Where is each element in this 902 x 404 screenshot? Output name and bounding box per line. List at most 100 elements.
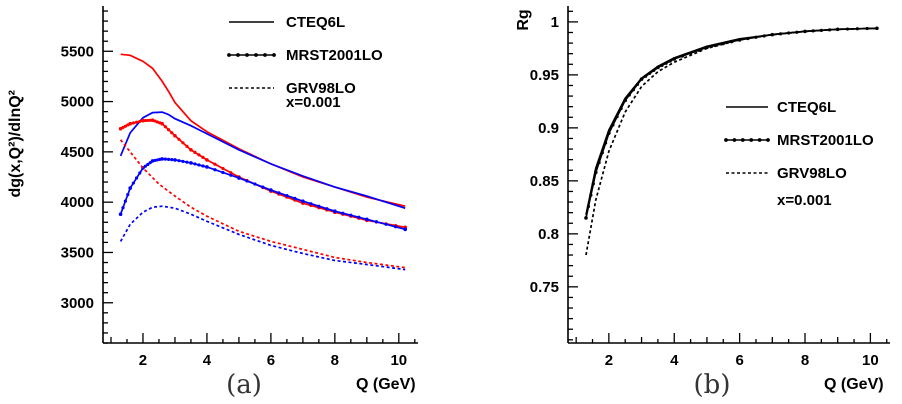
series-mrst2001lo-2-marker (146, 118, 150, 123)
series-mrst2001lo-1-marker (664, 61, 668, 65)
y-tick-label: 0.8 (538, 226, 559, 243)
series-mrst2001lo-1-marker (656, 65, 660, 70)
x-tick-label: 4 (670, 352, 679, 369)
legend-marker (732, 138, 737, 142)
series-mrst2001lo-3-marker (403, 227, 408, 232)
legend-label-mrst2001lo: MRST2001LO (286, 47, 383, 64)
series-mrst2001lo-3-marker (181, 159, 185, 164)
series-cteq6l-1-line (119, 111, 406, 210)
legend-marker (766, 138, 770, 142)
series-mrst2001lo-3-marker (253, 182, 257, 186)
legend-marker (263, 53, 267, 57)
series-mrst2001lo-3-marker (148, 161, 152, 165)
y-tick-label: 0.85 (530, 173, 559, 190)
series-mrst2001lo-1-marker (615, 115, 619, 119)
series-mrst2001lo-3-marker (160, 157, 164, 161)
series-mrst2001lo-1-marker (639, 77, 644, 81)
series-mrst2001lo-3-marker (155, 158, 159, 162)
series-mrst2001lo-2-marker (197, 153, 201, 157)
series-mrst2001lo-2-marker (131, 121, 135, 125)
y-tick-label: 3000 (61, 295, 94, 312)
legend-note: x=0.001 (777, 192, 832, 209)
chart-panel-b: 2 4 6 8 10 0.75 0.8 0.85 0.9 0.95 1 Q (GeV) Rg (b) CTE… (515, 6, 890, 400)
series-mrst2001lo-3-marker (213, 168, 217, 172)
series-mrst2001lo-1-marker (668, 59, 672, 63)
series-mrst2001lo-1-marker (835, 27, 840, 32)
y-tick-label: 5500 (61, 43, 94, 60)
legend-marker (740, 138, 745, 142)
series-mrst2001lo-2-marker (185, 144, 189, 148)
y-tick-label: 0.9 (538, 120, 559, 137)
series-mrst2001lo-2-marker (141, 118, 145, 123)
series-mrst2001lo-3-marker (325, 207, 329, 211)
series-mrst2001lo-3-marker (245, 179, 249, 183)
series-mrst2001lo-1-marker (603, 141, 608, 145)
series-mrst2001lo-2-marker (138, 119, 142, 124)
legend-label-cteq6l: CTEQ6L (286, 14, 345, 31)
series-mrst2001lo-3-marker (349, 213, 353, 217)
series-mrst2001lo-3-marker (237, 176, 241, 180)
series-mrst2001lo-1-marker (652, 68, 656, 72)
series-mrst2001lo-1-marker (688, 51, 693, 55)
series-mrst2001lo-1-marker (589, 193, 593, 197)
series-mrst2001lo-2-marker (166, 128, 171, 132)
series-grv98lo-2-line (585, 27, 877, 256)
legend-label-grv98lo: GRV98LO (286, 80, 356, 97)
legend-label-grv98lo: GRV98LO (777, 165, 847, 182)
series-mrst2001lo-3-marker (177, 159, 181, 163)
series-mrst2001lo-3-marker (166, 157, 171, 162)
series-mrst2001lo-2-marker (128, 121, 132, 126)
series-mrst2001lo-3-marker (229, 173, 233, 177)
series-mrst2001lo-2-marker (213, 162, 217, 166)
series-mrst2001lo-1-marker (623, 98, 628, 103)
series-mrst2001lo-3-marker (138, 171, 142, 175)
series-mrst2001lo-3-marker (126, 193, 130, 197)
series-mrst2001lo-1-marker (635, 82, 640, 87)
series-mrst2001lo-1-marker (600, 151, 604, 155)
series-cteq6l-0-line (585, 27, 877, 215)
chart-panel-a: 2 4 6 8 10 3000 3500 4000 4500 5000 5500 Q (GeV) dg(… (7, 6, 418, 400)
series-mrst2001lo-2-marker (205, 158, 209, 162)
x-tick-label: 8 (801, 352, 809, 369)
series-mrst2001lo-3-marker (201, 164, 205, 168)
series-mrst2001lo-2-marker (221, 166, 225, 171)
legend-marker (236, 53, 240, 57)
series-mrst2001lo-3-marker (123, 199, 127, 203)
legend-marker (724, 138, 728, 142)
series-mrst2001lo-1-marker (597, 160, 601, 165)
series-mrst2001lo-2-marker (143, 118, 147, 123)
series-mrst2001lo-2-marker (181, 141, 185, 145)
series-mrst2001lo-1-marker (611, 123, 615, 127)
legend-marker (757, 138, 762, 142)
panel-tag: (b) (694, 370, 731, 400)
series-mrst2001lo-3-marker (146, 162, 150, 167)
x-tick-label: 4 (203, 352, 212, 369)
series-mrst2001lo-2-marker (153, 119, 157, 123)
series-grv98lo-4-line (119, 139, 406, 269)
y-tick-label: 1 (551, 14, 559, 31)
series-mrst2001lo-3-marker (374, 220, 379, 224)
series-mrst2001lo-3-marker (170, 158, 174, 162)
series-mrst2001lo-2-marker (123, 124, 127, 128)
series-mrst2001lo-3-marker (285, 194, 289, 198)
series-mrst2001lo-3-marker (143, 164, 147, 168)
y-axis-title: dg(x,Q²)/dlnQ² (7, 90, 24, 198)
series-mrst2001lo-3-marker (309, 202, 313, 206)
series-mrst2001lo-2-marker (163, 125, 167, 129)
y-tick-label: 0.95 (530, 67, 559, 84)
y-tick-label: 3500 (61, 244, 94, 261)
series-mrst2001lo-3-marker (269, 188, 273, 192)
series-mrst2001lo-2-marker (229, 171, 233, 175)
x-tick-label: 2 (139, 352, 147, 369)
series-mrst2001lo-3-marker (153, 158, 157, 163)
series-mrst2001lo-3-marker (394, 225, 398, 229)
y-tick-label: 0.75 (530, 279, 559, 296)
x-tick-label: 8 (331, 352, 339, 369)
series-mrst2001lo-3-marker (173, 158, 177, 162)
y-tick-label: 4000 (61, 194, 94, 211)
series-mrst2001lo-2-line (120, 119, 406, 229)
series-mrst2001lo-3-marker (131, 181, 135, 185)
legend-marker (227, 53, 231, 57)
